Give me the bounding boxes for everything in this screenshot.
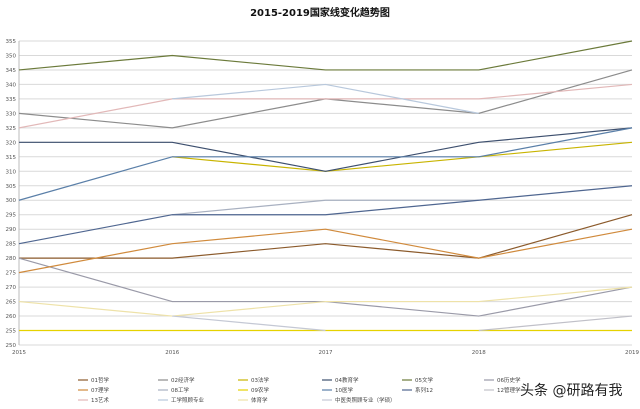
y-tick-label: 255 [6,329,17,335]
y-tick-label: 250 [6,343,17,349]
series-line [172,199,479,216]
y-tick-label: 345 [6,68,17,74]
legend-label: 中医类照顾专业（学硕） [335,396,396,404]
series-line [478,315,633,332]
series-line [19,214,633,259]
series-line [18,286,633,317]
legend-label: 10医学 [335,386,353,394]
y-tick-label: 320 [6,140,17,146]
x-tick-label: 2018 [472,350,486,356]
y-tick-label: 330 [6,111,17,117]
legend-label: 09农学 [251,386,269,394]
y-tick-label: 300 [6,198,17,204]
legend-label: 01哲学 [91,376,109,384]
series-line [172,315,326,332]
series-line [172,141,633,172]
y-tick-label: 325 [6,126,17,132]
series-line [18,185,633,245]
y-tick-label: 350 [6,53,17,59]
y-tick-label: 295 [6,213,17,219]
y-tick-label: 285 [6,242,17,248]
x-tick-label: 2015 [12,350,26,356]
legend-label: 07理学 [91,386,109,394]
series-line [19,127,633,172]
series-line [18,228,633,274]
legend-label: 体育学 [251,396,268,404]
x-tick-label: 2019 [625,350,639,356]
series-line [18,127,633,201]
series-line [172,83,479,114]
y-tick-label: 310 [6,169,17,175]
y-tick-label: 305 [6,184,17,190]
y-tick-label: 355 [6,39,17,45]
legend-label: 系列12 [415,386,433,394]
watermark: 头条 @研路有我 [520,383,623,399]
legend-label: 08工学 [171,386,189,394]
y-tick-label: 275 [6,271,17,277]
y-tick-label: 265 [6,300,17,306]
legend-label: 工学照顾专业 [171,396,205,404]
y-tick-label: 315 [6,155,17,161]
series-line [18,83,633,129]
legend-label: 13艺术 [91,396,109,404]
chart-title: 2015-2019国家线变化趋势图 [250,6,390,19]
y-tick-label: 270 [6,285,17,291]
x-tick-label: 2017 [319,350,333,356]
y-tick-label: 335 [6,97,17,103]
x-tick-label: 2016 [165,350,179,356]
y-tick-label: 340 [6,82,17,88]
series-line [18,40,633,71]
y-tick-label: 260 [6,314,17,320]
legend-label: 03法学 [251,376,269,384]
legend-label: 12管理学 [497,386,521,394]
legend-label: 06历史学 [497,376,521,384]
legend-label: 04教育学 [335,376,359,384]
y-tick-label: 290 [6,227,17,233]
y-tick-label: 280 [6,256,17,262]
legend-label: 02经济学 [171,376,195,384]
legend-label: 05文学 [415,376,433,384]
